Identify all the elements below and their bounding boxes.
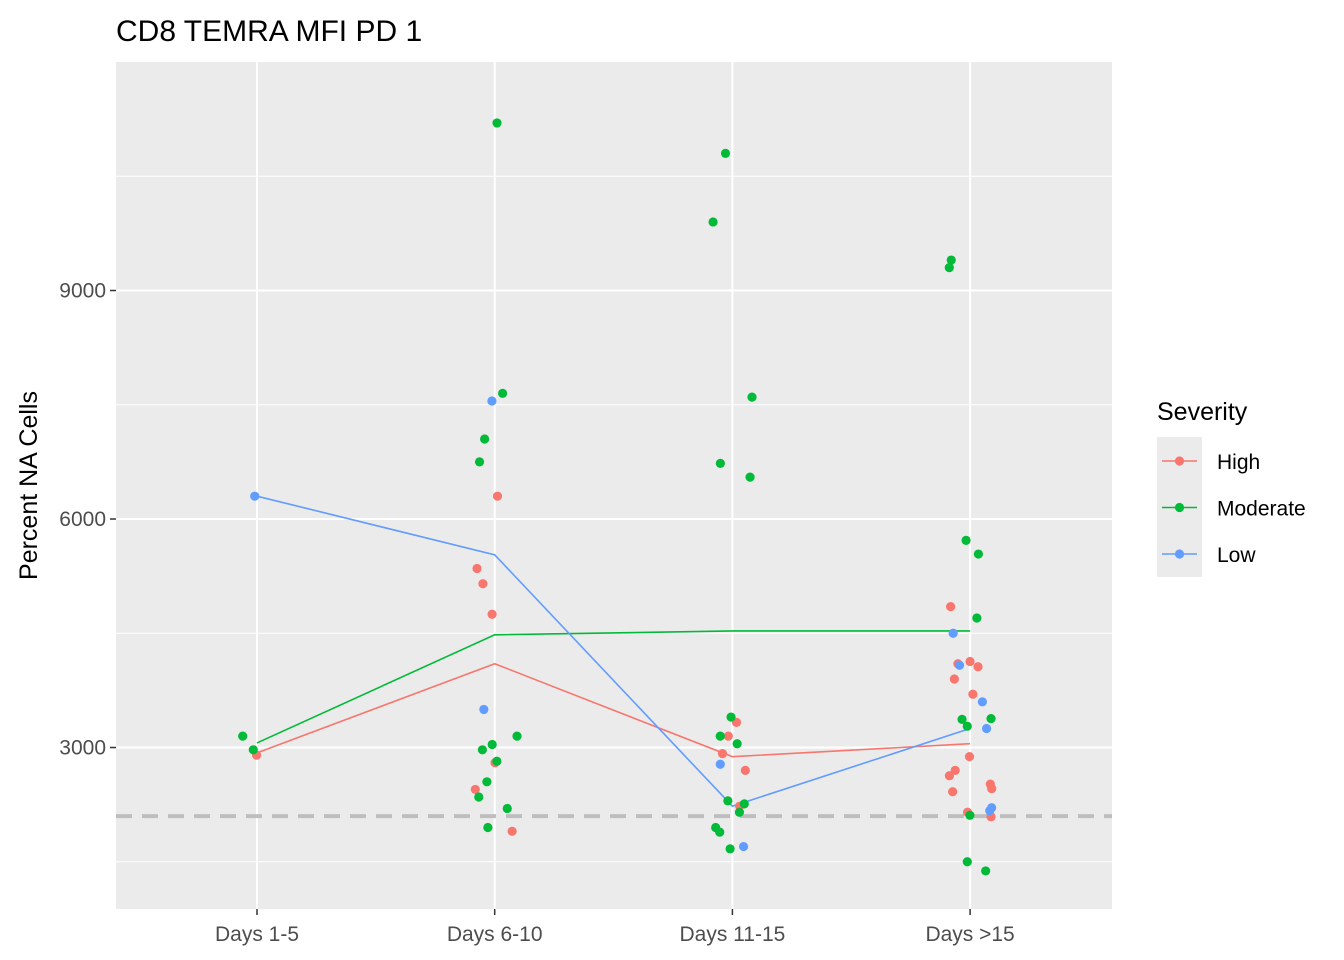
legend-label: Low <box>1217 544 1256 567</box>
grid-layer <box>116 62 1112 909</box>
data-point-moderate <box>720 148 731 159</box>
data-point-moderate <box>492 118 502 128</box>
data-point-moderate <box>248 745 258 755</box>
data-point-moderate <box>480 434 490 444</box>
series-line-moderate <box>256 630 971 744</box>
data-point-low <box>981 723 992 734</box>
data-point-low <box>948 628 958 638</box>
data-point-high <box>487 609 497 619</box>
x-tick-label: Days >15 <box>925 923 1014 946</box>
data-point-moderate <box>957 714 967 724</box>
data-point-moderate <box>725 844 735 854</box>
data-point-high <box>717 749 728 759</box>
data-point-moderate <box>723 796 733 806</box>
data-point-high <box>973 662 983 672</box>
y-axis-label: Percent NA Cells <box>15 391 43 580</box>
x-tick-label: Days 6-10 <box>447 923 543 946</box>
data-point-high <box>964 752 975 762</box>
legend: Severity High Moderate Low <box>1157 398 1306 577</box>
axis-layer: 3000 6000 9000 Days 1-5 Days 6-10 Days 11-15 D… <box>59 280 1014 946</box>
data-point-moderate <box>962 721 972 731</box>
legend-title: Severity <box>1157 398 1248 426</box>
data-point-low <box>715 759 725 769</box>
data-point-high <box>987 784 997 794</box>
data-point-high <box>472 563 482 574</box>
plot-panel <box>116 62 1112 909</box>
data-point-moderate <box>946 255 956 265</box>
chart-title: CD8 TEMRA MFI PD 1 <box>116 15 422 48</box>
data-point-low <box>985 806 995 816</box>
data-point-high <box>740 765 750 775</box>
data-point-moderate <box>972 613 982 623</box>
data-point-low <box>487 396 497 406</box>
data-point-moderate <box>962 857 972 867</box>
data-point-moderate <box>726 712 736 722</box>
legend-key-point <box>1174 549 1185 559</box>
data-point-moderate <box>498 388 508 398</box>
legend-key-point <box>1174 456 1185 466</box>
data-point-high <box>948 787 958 797</box>
data-point-low <box>738 841 749 852</box>
data-point-moderate <box>492 756 502 766</box>
data-point-moderate <box>734 807 745 817</box>
data-point-moderate <box>944 263 954 273</box>
data-point-moderate <box>747 392 757 402</box>
y-tick-label: 6000 <box>59 508 106 531</box>
data-point-moderate <box>981 866 991 876</box>
legend-items: High Moderate Low <box>1162 451 1306 567</box>
data-point-high <box>965 656 975 667</box>
data-point-moderate <box>715 731 725 741</box>
data-point-high <box>492 491 503 501</box>
data-point-low <box>954 660 965 670</box>
data-point-low <box>479 704 489 715</box>
data-point-high <box>946 602 956 612</box>
data-point-moderate <box>483 822 493 833</box>
points-layer <box>238 118 997 876</box>
data-point-moderate <box>965 810 975 820</box>
data-point-moderate <box>502 803 512 814</box>
data-point-high <box>950 765 960 775</box>
data-point-moderate <box>715 827 725 837</box>
y-tick-label: 9000 <box>59 280 106 303</box>
data-point-moderate <box>961 535 971 545</box>
data-point-low <box>250 491 260 501</box>
data-point-high <box>968 689 978 699</box>
data-point-high <box>949 674 959 684</box>
data-point-moderate <box>512 731 522 741</box>
data-point-moderate <box>732 739 742 749</box>
data-point-moderate <box>482 777 492 787</box>
series-line-low <box>256 495 971 808</box>
data-point-high <box>723 731 733 741</box>
data-point-moderate <box>715 458 725 469</box>
data-point-moderate <box>238 731 248 741</box>
legend-label: Moderate <box>1217 498 1306 521</box>
data-point-moderate <box>739 799 749 809</box>
y-tick-label: 3000 <box>59 737 106 760</box>
data-point-high <box>507 826 517 836</box>
data-point-moderate <box>474 792 484 802</box>
x-tick-label: Days 1-5 <box>215 923 299 946</box>
series-lines-layer <box>256 495 971 808</box>
legend-key-point <box>1174 502 1185 513</box>
data-point-high <box>478 579 488 589</box>
data-point-moderate <box>973 549 984 559</box>
data-point-high <box>944 771 955 781</box>
data-point-moderate <box>474 457 485 467</box>
data-point-moderate <box>477 745 487 755</box>
data-point-moderate <box>708 217 718 227</box>
data-point-moderate <box>745 472 755 482</box>
series-line-high <box>256 662 971 758</box>
data-point-moderate <box>487 739 497 750</box>
x-tick-label: Days 11-15 <box>679 923 785 946</box>
legend-label: High <box>1217 451 1260 474</box>
data-point-moderate <box>986 713 996 724</box>
data-point-high <box>470 784 480 795</box>
data-point-low <box>977 697 987 707</box>
